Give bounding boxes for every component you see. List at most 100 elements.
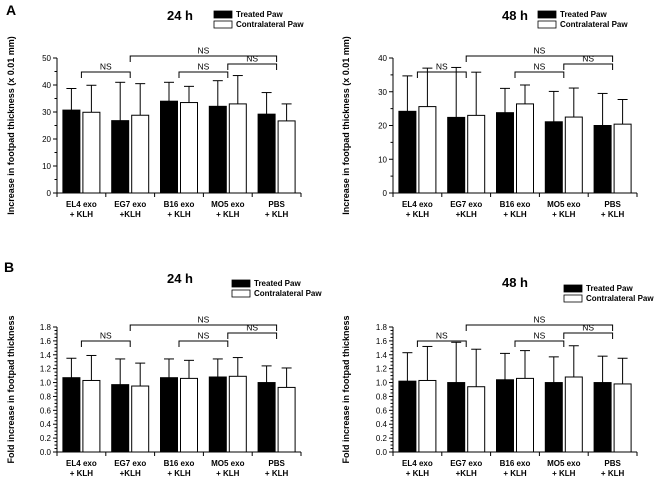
legend-label: Contralateral Paw: [560, 20, 628, 29]
ns-bracket: NS: [563, 323, 614, 339]
ns-bracket-line: [563, 332, 614, 339]
y-tick-label: 10: [42, 162, 51, 171]
legend-swatch-contralateral: [231, 289, 251, 298]
y-tick-label: 1.2: [40, 365, 52, 374]
ns-bracket-line: [416, 71, 467, 78]
x-tick-label: + KLH: [552, 469, 576, 478]
ns-bracket: NS: [178, 331, 229, 347]
y-tick-label: 0.6: [40, 406, 52, 415]
y-tick-label: 0.0: [376, 448, 388, 457]
x-tick-label: +KLH: [120, 469, 141, 478]
legend-label: Treated Paw: [236, 10, 283, 19]
x-tick-label: PBS: [268, 200, 285, 209]
y-tick-label: 1.2: [376, 365, 388, 374]
ns-bracket: NS: [80, 62, 131, 78]
y-tick-label: 1.0: [40, 379, 52, 388]
bar-contralateral: [82, 111, 101, 194]
panel-label-b: B: [4, 259, 14, 275]
bar-contralateral: [613, 383, 632, 453]
legend-swatch-treated: [563, 284, 583, 293]
y-axis-label: Fold increase in footpad thickness: [341, 315, 351, 463]
x-tick-label: + KLH: [601, 210, 625, 219]
x-tick-label: EL4 exo: [66, 459, 97, 468]
bar-contralateral: [516, 377, 534, 453]
y-tick-label: 0.2: [376, 434, 388, 443]
x-tick-label: + KLH: [216, 469, 240, 478]
ns-label: NS: [533, 62, 545, 72]
bar-treated: [257, 382, 276, 453]
bar-treated: [111, 120, 130, 194]
ns-label: NS: [197, 315, 209, 325]
x-tick-label: PBS: [604, 200, 621, 209]
x-tick-label: EL4 exo: [66, 200, 97, 209]
ns-bracket: NS: [129, 315, 278, 331]
bar-treated: [208, 376, 227, 453]
bar-contralateral: [180, 102, 198, 194]
x-tick-label: MO5 exo: [547, 459, 580, 468]
bar-treated: [62, 109, 81, 194]
y-tick-label: 0.8: [376, 392, 388, 401]
chart-title: 24 h: [167, 8, 193, 23]
bar-treated: [398, 110, 417, 194]
ns-bracket: NS: [80, 331, 131, 347]
ns-bracket-line: [514, 340, 565, 347]
ns-label: NS: [533, 315, 545, 325]
x-tick-label: MO5 exo: [211, 200, 244, 209]
ns-label: NS: [246, 323, 258, 333]
y-tick-label: 0.8: [40, 392, 52, 401]
ns-bracket-line: [178, 71, 229, 78]
ns-bracket-line: [465, 55, 614, 62]
bar-contralateral: [467, 114, 486, 194]
chart-2: 24 h Fold increase in footpad thickness 0.…: [6, 271, 322, 478]
ns-label: NS: [100, 62, 112, 72]
ns-bracket: NS: [514, 62, 565, 78]
y-tick-label: 0.4: [376, 420, 388, 429]
ns-bracket: NS: [227, 323, 278, 339]
x-tick-label: EG7 exo: [450, 459, 482, 468]
x-tick-label: + KLH: [406, 469, 430, 478]
x-tick-label: + KLH: [265, 210, 289, 219]
ns-bracket: NS: [416, 331, 467, 347]
x-tick-label: + KLH: [167, 210, 191, 219]
ns-label: NS: [533, 46, 545, 56]
bar-contralateral: [131, 385, 150, 453]
y-tick-label: 0: [47, 189, 52, 198]
bar-contralateral: [277, 120, 296, 194]
y-tick-label: 0: [383, 189, 388, 198]
bar-contralateral: [418, 106, 437, 194]
x-tick-label: EG7 exo: [114, 200, 146, 209]
ns-bracket-line: [129, 324, 278, 331]
ns-bracket-line: [129, 55, 278, 62]
y-tick-label: 10: [378, 155, 387, 164]
ns-label: NS: [100, 331, 112, 341]
y-tick-label: 30: [378, 88, 387, 97]
ns-bracket-line: [465, 324, 614, 331]
ns-bracket-line: [416, 340, 467, 347]
x-tick-label: PBS: [268, 459, 285, 468]
y-tick-label: 50: [42, 54, 51, 63]
ns-bracket: NS: [514, 331, 565, 347]
y-tick-label: 0.6: [376, 406, 388, 415]
x-tick-label: + KLH: [601, 469, 625, 478]
ns-label: NS: [197, 62, 209, 72]
bar-contralateral: [467, 386, 486, 453]
bar-contralateral: [564, 376, 583, 453]
x-tick-label: + KLH: [503, 469, 527, 478]
ns-bracket: NS: [416, 62, 467, 78]
bar-treated: [496, 379, 514, 453]
ns-bracket-line: [227, 63, 278, 70]
bar-contralateral: [228, 103, 247, 194]
x-tick-label: EG7 exo: [450, 200, 482, 209]
bar-treated: [160, 100, 178, 194]
x-tick-label: +KLH: [456, 210, 477, 219]
ns-label: NS: [197, 331, 209, 341]
x-tick-label: EL4 exo: [402, 459, 433, 468]
ns-bracket-line: [80, 340, 131, 347]
x-tick-label: +KLH: [456, 469, 477, 478]
y-tick-label: 1.6: [376, 337, 388, 346]
bar-treated: [447, 382, 466, 453]
ns-label: NS: [582, 323, 594, 333]
ns-label: NS: [197, 46, 209, 56]
ns-bracket-line: [514, 71, 565, 78]
ns-bracket-line: [178, 340, 229, 347]
